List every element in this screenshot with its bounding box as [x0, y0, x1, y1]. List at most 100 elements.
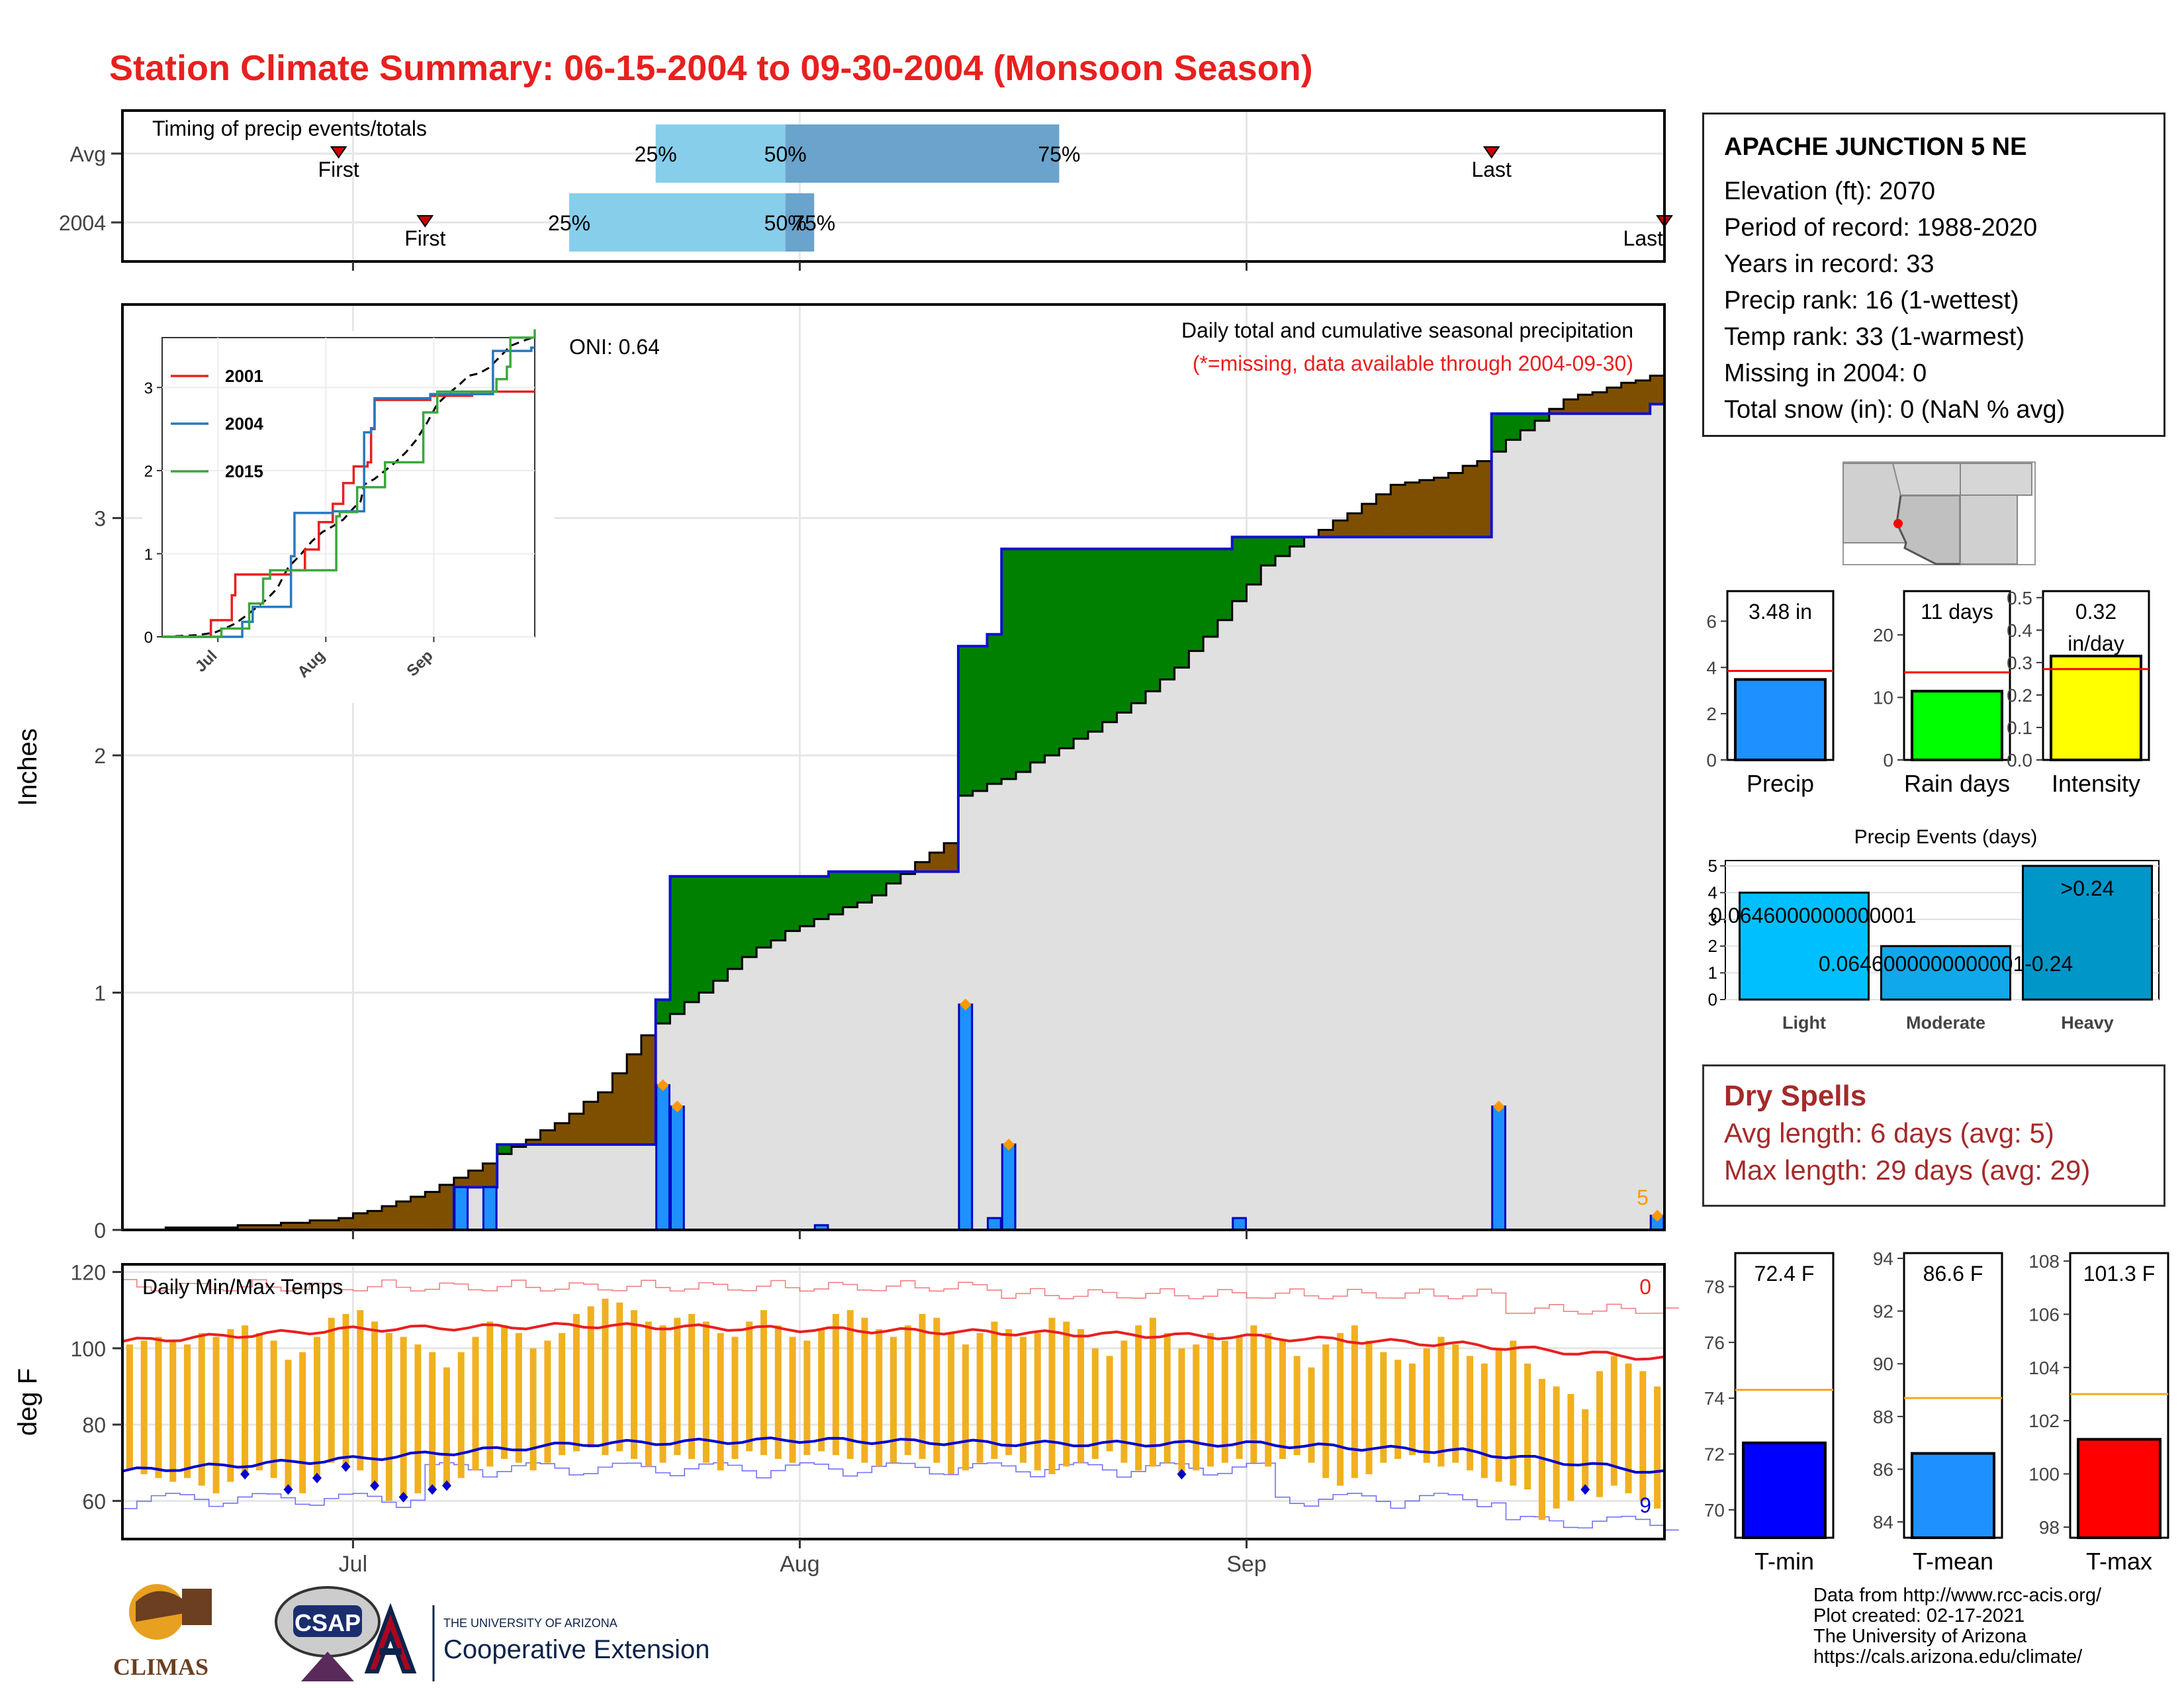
precip-below-normal-segment — [396, 1201, 412, 1230]
precip-below-normal-segment — [1549, 408, 1565, 414]
precip-below-normal-segment — [453, 1178, 469, 1188]
precip-below-normal-segment — [1333, 520, 1348, 538]
precip-above-normal-segment — [1289, 537, 1305, 547]
tmean-bar-y-tick-label: 94 — [1873, 1248, 1893, 1269]
temp-daily-range-bar — [270, 1340, 277, 1478]
precip-below-normal-segment — [583, 1102, 599, 1145]
temp-panel-title: Daily Min/Max Temps — [142, 1275, 343, 1299]
temp-daily-range-bar — [789, 1336, 796, 1463]
temp-daily-range-bar — [1639, 1371, 1647, 1501]
station-period: Period of record: 1988-2020 — [1724, 214, 2038, 242]
precip-below-normal-segment — [525, 1139, 541, 1145]
precip-below-normal-segment — [1606, 387, 1622, 414]
temp-daily-range-bar — [443, 1367, 450, 1486]
temp-daily-range-bar — [746, 1321, 753, 1452]
temp-record-low-marker — [312, 1472, 322, 1483]
temp-daily-range-bar — [212, 1336, 220, 1493]
temp-daily-range-bar — [1408, 1363, 1416, 1456]
inset-series-2015-line — [162, 329, 536, 638]
timing-row-label: 2004 — [59, 211, 106, 235]
temp-daily-range-bar — [1351, 1325, 1358, 1478]
station-info-box: APACHE JUNCTION 5 NE Elevation (ft): 207… — [1702, 113, 2165, 437]
precip-below-normal-segment — [410, 1196, 426, 1230]
temp-y-tick-label: 120 — [71, 1261, 106, 1285]
precip-above-normal-segment — [1174, 549, 1190, 668]
inset-legend-label-2015: 2015 — [225, 461, 263, 481]
precip-above-normal-segment — [1491, 413, 1507, 452]
temp-daily-range-bar — [486, 1321, 494, 1467]
precip-below-normal-segment — [944, 843, 959, 872]
temp-daily-range-bar — [1178, 1348, 1185, 1475]
precip-below-normal-segment — [1563, 399, 1578, 414]
temp-daily-range-bar — [1077, 1329, 1085, 1463]
tmin-bar-y-tick-label: 76 — [1704, 1333, 1725, 1353]
precip-above-normal-segment — [1059, 549, 1074, 749]
ua-logo-small-text: THE UNIVERSITY OF ARIZONA — [443, 1617, 617, 1630]
temp-daily-range-bar — [1437, 1336, 1445, 1467]
climas-logo: CLIMAS — [113, 1584, 212, 1680]
station-name: APACHE JUNCTION 5 NE — [1724, 133, 2027, 161]
precip-below-normal-segment — [381, 1206, 397, 1230]
precip-daily-bar — [655, 1084, 670, 1231]
precip-events-bar-label-heavy: >0.24 — [2061, 876, 2115, 900]
credit-url: https://cals.arizona.edu/climate/ — [1813, 1646, 2083, 1667]
temp-daily-range-bar — [313, 1336, 320, 1478]
timing-box-lower — [569, 193, 786, 252]
precip-frame — [121, 303, 1666, 1231]
temp-daily-range-bar — [515, 1333, 522, 1463]
precip-events-y-tick-label: 4 — [1708, 882, 1717, 902]
intensity-bar-category-label: Intensity — [2052, 770, 2140, 797]
precip-above-normal-segment — [1203, 549, 1218, 637]
temp-daily-range-bar — [1467, 1356, 1474, 1471]
timing-first-label: First — [404, 226, 445, 250]
precip-events-bar-label-moderate: 0.0646000000000001-0.24 — [1819, 952, 2073, 976]
x-tick-label-sep: Sep — [1226, 1552, 1267, 1577]
tmax-bar-chart: 98 100 102 104 106 108 101.3 F T-max — [2028, 1251, 2169, 1575]
precip-daily-bar — [1001, 1143, 1017, 1231]
temp-daily-range-bar — [1582, 1409, 1589, 1490]
precip-below-normal-segment — [915, 862, 931, 872]
temp-daily-range-bar — [242, 1325, 249, 1475]
precip-events-bar-label-light: 0.0646000000000001 — [1710, 904, 1916, 927]
rain-days-bar-y-tick-label: 20 — [1873, 625, 1893, 645]
temp-daily-range-bar — [1163, 1333, 1171, 1463]
precip-below-normal-segment — [1621, 383, 1637, 414]
precip-daily-marker — [671, 1100, 684, 1113]
precip-events-y-tick-label: 0 — [1708, 990, 1717, 1009]
temp-daily-range-bar — [818, 1329, 825, 1452]
intensity-bar-y-tick-label: 0.0 — [2007, 750, 2032, 771]
precip-below-normal-segment — [929, 853, 944, 872]
precip-above-normal-segment — [670, 876, 685, 1014]
timing-box-lower — [655, 124, 786, 183]
precip-daily-bar — [1232, 1217, 1248, 1231]
rain-days-bar-value-label: 11 days — [1921, 600, 1993, 624]
precip-normal-area — [122, 404, 1664, 1230]
precip-events-bar-moderate — [1880, 945, 2011, 1001]
map-colorado — [1960, 463, 2032, 496]
timing-p25-label: 25% — [548, 211, 590, 235]
precip-below-normal-segment — [1635, 380, 1651, 414]
temp-daily-range-bar — [1265, 1333, 1272, 1467]
precip-above-normal-segment — [814, 876, 829, 919]
temp-record-low-line — [122, 1462, 1679, 1531]
temp-daily-range-bar — [169, 1340, 177, 1482]
precip-below-normal-segment — [238, 1225, 253, 1230]
temp-daily-range-bar — [1063, 1321, 1070, 1467]
precip-below-normal-segment — [482, 1163, 498, 1188]
temp-frame — [121, 1263, 1666, 1540]
precip-panel-title: Daily total and cumulative seasonal prec… — [1181, 318, 1633, 342]
inset-legend-label-2004: 2004 — [225, 414, 263, 434]
rain-days-bar-y-tick-label: 10 — [1873, 688, 1893, 708]
intensity-bar-y-tick-label: 0.4 — [2007, 620, 2032, 641]
temp-daily-range-bar — [631, 1310, 638, 1459]
map-nevada-utah — [1891, 463, 1961, 496]
temp-daily-range-bar — [731, 1336, 739, 1459]
temp-daily-range-bar — [1365, 1340, 1373, 1475]
precip-y-tick-label: 1 — [94, 982, 106, 1006]
temp-daily-range-bar — [1293, 1356, 1300, 1456]
temp-daily-range-bar — [976, 1333, 983, 1463]
precip-total-bar-chart: 0 2 4 6 3.48 in Precip — [1706, 590, 1835, 797]
temp-daily-range-bar — [342, 1313, 349, 1467]
intensity-bar-chart: 0.0 0.1 0.2 0.3 0.4 0.5 0.32 in/day Intensity — [2007, 588, 2150, 797]
